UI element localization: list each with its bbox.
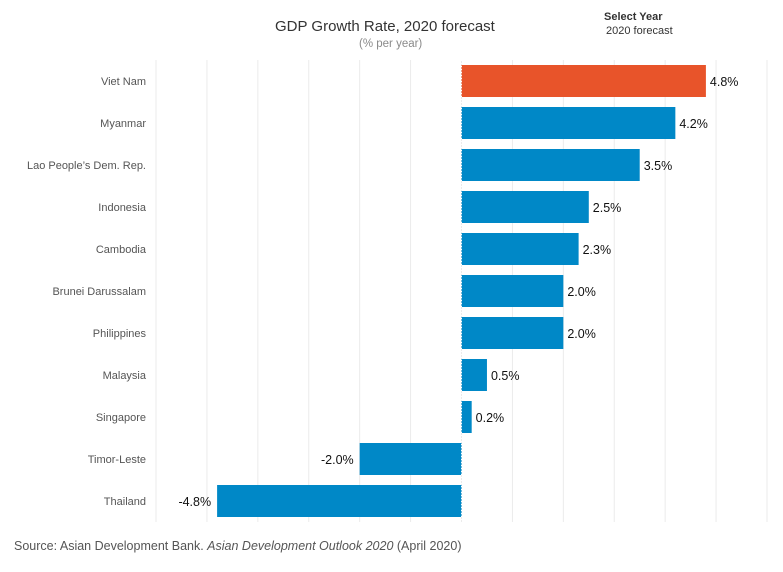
category-label: Singapore xyxy=(96,412,146,424)
bar xyxy=(461,191,589,223)
source-note: Source: Asian Development Bank. Asian De… xyxy=(14,539,462,553)
year-selector-label: Select Year xyxy=(604,11,663,23)
bar xyxy=(461,359,487,391)
data-label: 0.5% xyxy=(491,369,520,383)
bar xyxy=(461,401,472,433)
bar xyxy=(461,107,676,139)
category-label: Philippines xyxy=(93,328,147,340)
data-label: 2.0% xyxy=(567,285,596,299)
bar-chart: Viet Nam 4.8% Myanmar 4.2% Lao People’s Dem.… xyxy=(27,60,768,522)
bar xyxy=(359,443,462,475)
data-label: 4.2% xyxy=(679,117,708,131)
category-label: Brunei Darussalam xyxy=(52,286,146,298)
bar xyxy=(461,233,579,265)
bar xyxy=(461,65,706,97)
category-label: Timor-Leste xyxy=(88,454,146,466)
year-selector-value[interactable]: 2020 forecast xyxy=(606,25,673,37)
source-suffix: (April 2020) xyxy=(393,539,462,553)
category-label: Malaysia xyxy=(103,370,147,382)
data-label: 3.5% xyxy=(644,159,673,173)
data-label: 2.3% xyxy=(583,243,612,257)
bar xyxy=(461,275,564,307)
bar xyxy=(461,317,564,349)
data-label: 2.5% xyxy=(593,201,622,215)
data-label: 0.2% xyxy=(476,411,505,425)
category-label: Myanmar xyxy=(100,118,146,130)
data-label: 2.0% xyxy=(567,327,596,341)
category-label: Viet Nam xyxy=(101,76,146,88)
data-label: -4.8% xyxy=(178,495,211,509)
bar xyxy=(217,485,462,517)
chart-title: GDP Growth Rate, 2020 forecast xyxy=(275,18,495,35)
category-label: Indonesia xyxy=(98,202,147,214)
category-label: Thailand xyxy=(104,496,146,508)
bar xyxy=(461,149,640,181)
category-label: Cambodia xyxy=(96,244,147,256)
source-title: Asian Development Outlook 2020 xyxy=(207,539,394,553)
chart-subtitle: (% per year) xyxy=(359,38,423,50)
data-label: 4.8% xyxy=(710,75,739,89)
category-label: Lao People’s Dem. Rep. xyxy=(27,160,146,172)
data-label: -2.0% xyxy=(321,453,354,467)
source-prefix: Source: Asian Development Bank. xyxy=(14,539,208,553)
year-selector[interactable]: Select Year 2020 forecast xyxy=(604,11,673,37)
